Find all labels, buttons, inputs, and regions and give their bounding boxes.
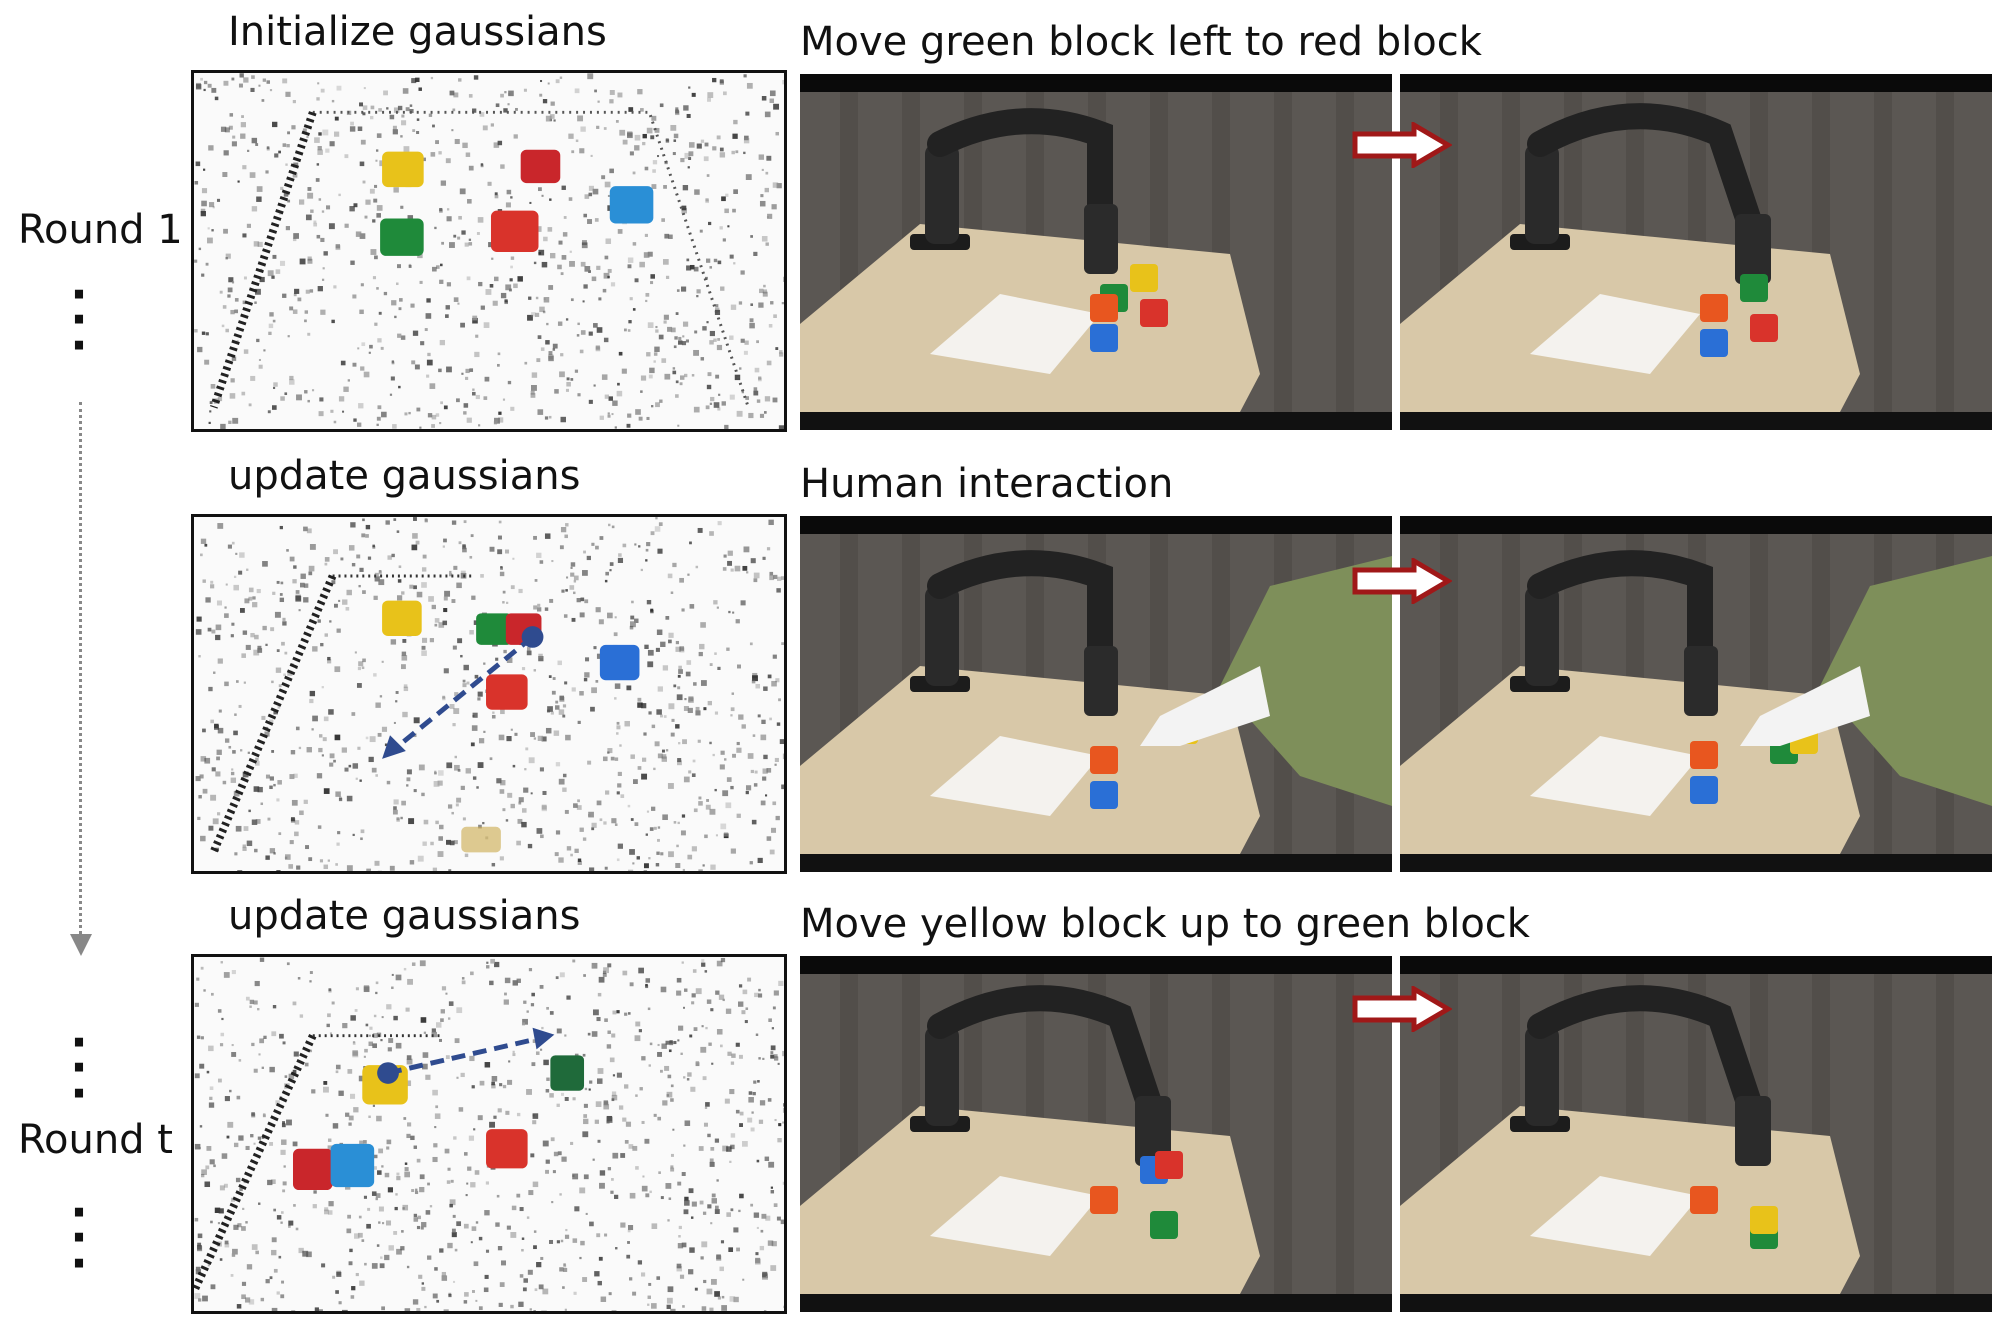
blue-block	[330, 1143, 375, 1188]
green-block	[550, 1055, 585, 1091]
motion-arrow	[390, 635, 535, 753]
point-cloud-row-1	[194, 73, 784, 429]
photo-row-3-before	[800, 956, 1392, 1312]
gaussian-label-row-3: update gaussians	[228, 893, 581, 939]
red-block	[520, 149, 561, 184]
photo-row-2-before	[800, 516, 1392, 872]
green-block	[380, 218, 424, 256]
motion-arrowhead-icon	[382, 735, 406, 759]
yellow-block-faint	[461, 826, 501, 853]
photo-row-1-before	[800, 74, 1392, 430]
timeline-dotted-line	[79, 402, 82, 934]
green-block	[476, 613, 512, 645]
red-block	[490, 210, 539, 252]
gaussian-panel-row-3	[191, 954, 787, 1314]
round-t-label: Round t	[18, 1117, 173, 1163]
red-block	[292, 1148, 333, 1191]
point-cloud-row-2	[195, 517, 784, 871]
red-block	[486, 1129, 528, 1169]
point-cloud-row-3	[194, 957, 784, 1311]
photo-row-1-after	[1400, 74, 1992, 430]
gaussian-panel-row-1	[191, 70, 787, 432]
transition-arrow-icon-row-1	[1352, 122, 1452, 168]
gaussian-label-row-2: update gaussians	[228, 453, 581, 499]
motion-arrow	[387, 1035, 544, 1076]
gaussian-panel-row-2	[191, 514, 787, 874]
blue-block	[599, 644, 640, 681]
timeline-arrowhead-icon	[70, 934, 92, 956]
photo-row-3-after	[1400, 956, 1992, 1312]
task-label-row-1: Move green block left to red block	[800, 19, 1482, 65]
transition-arrow-icon-row-3	[1352, 986, 1452, 1032]
photo-row-2-after	[1400, 516, 1992, 872]
vertical-ellipsis-top: · · ·	[70, 267, 88, 372]
transition-arrow-icon-row-2	[1352, 558, 1452, 604]
task-label-row-3: Move yellow block up to green block	[800, 901, 1530, 947]
motion-origin-dot	[521, 626, 544, 648]
round-1-label: Round 1	[18, 207, 183, 253]
vertical-ellipsis-bottom: · · ·	[70, 1185, 88, 1290]
motion-origin-dot	[377, 1062, 399, 1084]
blue-block	[609, 186, 654, 224]
vertical-ellipsis-mid: · · ·	[70, 1015, 88, 1120]
motion-arrowhead-icon	[532, 1027, 555, 1050]
gaussian-label-row-1: Initialize gaussians	[228, 9, 607, 55]
task-label-row-2: Human interaction	[800, 461, 1174, 507]
red-block	[486, 674, 528, 710]
yellow-block	[382, 151, 424, 188]
yellow-block	[382, 600, 422, 636]
